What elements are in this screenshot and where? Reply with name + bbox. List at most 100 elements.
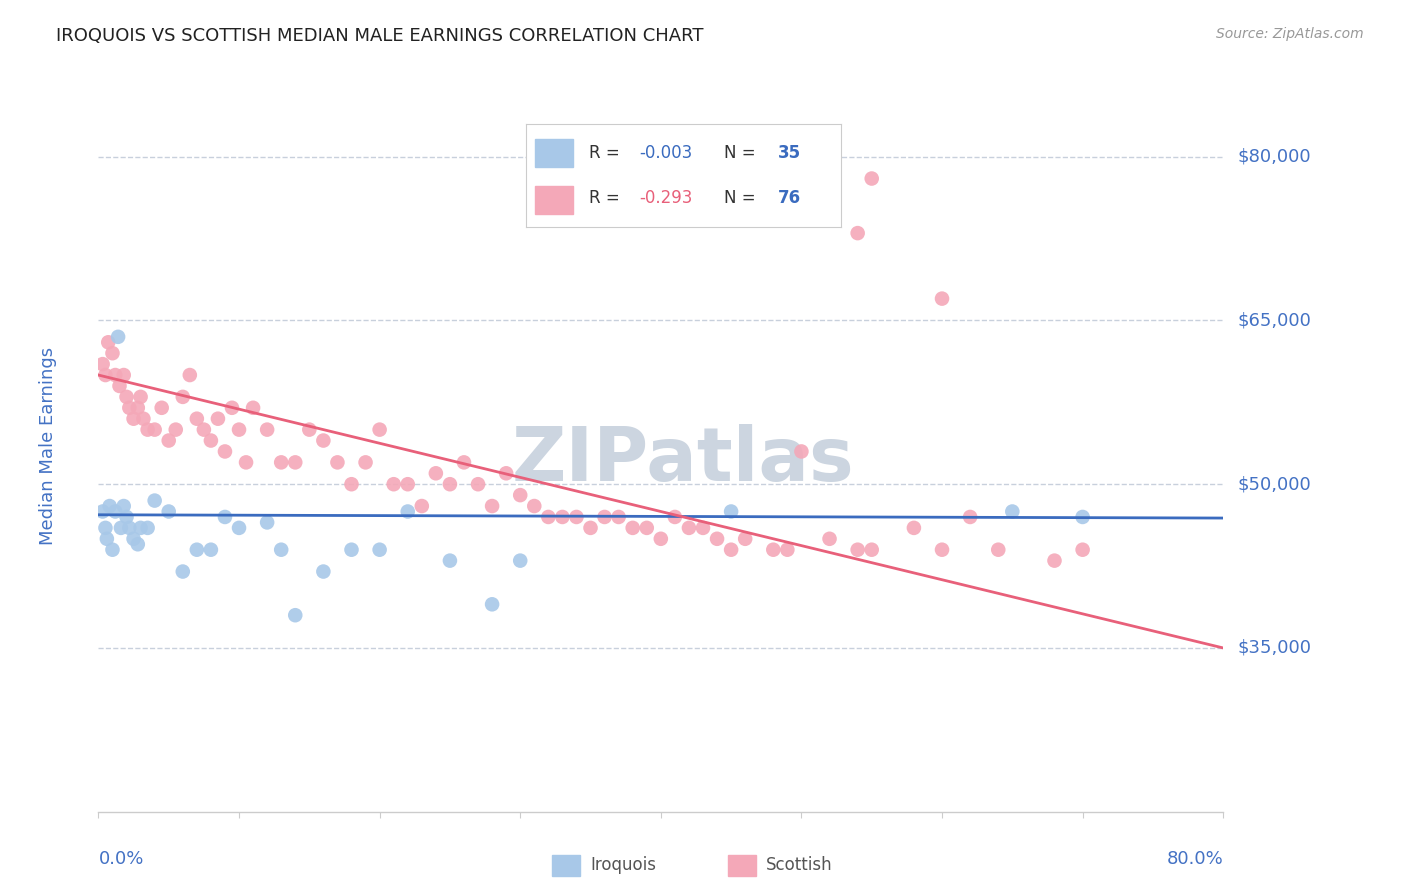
Point	[1071, 510, 1094, 524]
Point	[720, 542, 742, 557]
Point	[621, 521, 644, 535]
Text: Iroquois: Iroquois	[591, 856, 657, 874]
Point	[118, 401, 141, 415]
Point	[221, 401, 243, 415]
Point	[1043, 554, 1066, 568]
Point	[122, 411, 145, 425]
Point	[256, 423, 278, 437]
Point	[104, 368, 127, 382]
Point	[509, 554, 531, 568]
Bar	[728, 855, 756, 876]
Point	[565, 510, 588, 524]
Point	[439, 477, 461, 491]
Point	[112, 499, 135, 513]
Text: ZIPatlas: ZIPatlas	[512, 424, 855, 497]
Point	[284, 455, 307, 469]
Point	[396, 504, 419, 518]
Point	[931, 292, 953, 306]
Point	[129, 390, 152, 404]
Point	[509, 488, 531, 502]
Point	[396, 477, 419, 491]
Point	[860, 171, 883, 186]
Point	[143, 423, 166, 437]
Point	[112, 368, 135, 382]
Point	[108, 379, 131, 393]
Point	[200, 542, 222, 557]
Point	[101, 346, 124, 360]
Point	[150, 401, 173, 415]
Point	[664, 510, 686, 524]
Point	[537, 510, 560, 524]
Point	[453, 455, 475, 469]
Point	[425, 467, 447, 481]
Point	[165, 423, 187, 437]
Point	[136, 521, 159, 535]
Point	[228, 423, 250, 437]
Bar	[551, 855, 581, 876]
Text: Scottish: Scottish	[766, 856, 832, 874]
Point	[298, 423, 321, 437]
Point	[107, 330, 129, 344]
Point	[200, 434, 222, 448]
Point	[115, 510, 138, 524]
Point	[186, 542, 208, 557]
Point	[523, 499, 546, 513]
Point	[157, 434, 180, 448]
Point	[91, 504, 114, 518]
Point	[551, 510, 574, 524]
Point	[136, 423, 159, 437]
Point	[692, 521, 714, 535]
Point	[94, 368, 117, 382]
Point	[1001, 504, 1024, 518]
Point	[607, 510, 630, 524]
Point	[579, 521, 602, 535]
Point	[579, 128, 602, 142]
Point	[207, 411, 229, 425]
Point	[242, 401, 264, 415]
Point	[959, 510, 981, 524]
Point	[172, 390, 194, 404]
Point	[439, 554, 461, 568]
Point	[143, 493, 166, 508]
Point	[495, 467, 517, 481]
Text: $65,000: $65,000	[1237, 311, 1310, 329]
Point	[354, 455, 377, 469]
Point	[129, 521, 152, 535]
Point	[115, 390, 138, 404]
Point	[235, 455, 257, 469]
Point	[97, 335, 120, 350]
Point	[127, 401, 149, 415]
Point	[98, 499, 121, 513]
Point	[101, 542, 124, 557]
Point	[860, 542, 883, 557]
Point	[94, 521, 117, 535]
Point	[172, 565, 194, 579]
Point	[818, 532, 841, 546]
Text: 0.0%: 0.0%	[98, 850, 143, 868]
Text: 80.0%: 80.0%	[1167, 850, 1223, 868]
Point	[256, 516, 278, 530]
Point	[270, 542, 292, 557]
Point	[157, 504, 180, 518]
Point	[179, 368, 201, 382]
Point	[720, 504, 742, 518]
Point	[91, 357, 114, 371]
Text: Median Male Earnings: Median Male Earnings	[39, 347, 56, 545]
Point	[931, 542, 953, 557]
Point	[706, 532, 728, 546]
Point	[846, 226, 869, 240]
Point	[96, 532, 118, 546]
Point	[678, 521, 700, 535]
Point	[284, 608, 307, 623]
Point	[110, 521, 132, 535]
Point	[790, 444, 813, 458]
Point	[762, 542, 785, 557]
Point	[132, 411, 155, 425]
Point	[214, 510, 236, 524]
Point	[987, 542, 1010, 557]
Point	[467, 477, 489, 491]
Point	[481, 499, 503, 513]
Point	[118, 521, 141, 535]
Text: $50,000: $50,000	[1237, 475, 1310, 493]
Point	[122, 532, 145, 546]
